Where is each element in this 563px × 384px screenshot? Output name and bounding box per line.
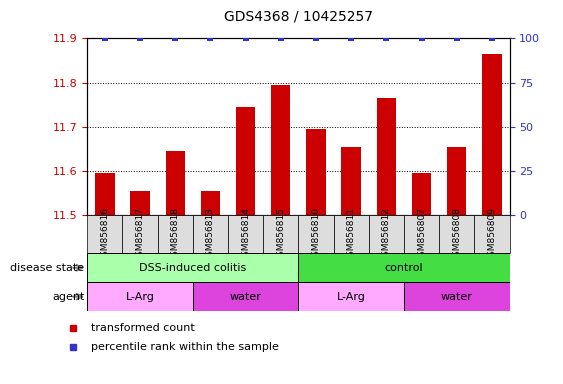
Point <box>311 35 320 41</box>
Text: GSM856817: GSM856817 <box>136 207 145 262</box>
Bar <box>263 215 298 253</box>
Bar <box>412 173 431 215</box>
Text: percentile rank within the sample: percentile rank within the sample <box>91 342 279 352</box>
Bar <box>123 215 158 253</box>
Point <box>276 35 285 41</box>
Text: GSM856812: GSM856812 <box>382 207 391 262</box>
Bar <box>342 147 361 215</box>
Bar <box>306 129 325 215</box>
Bar <box>404 282 510 311</box>
Point <box>452 35 461 41</box>
Text: agent: agent <box>52 291 84 302</box>
Bar <box>447 147 466 215</box>
Bar <box>201 191 220 215</box>
Bar <box>298 282 404 311</box>
Bar <box>271 85 291 215</box>
Bar <box>236 107 255 215</box>
Text: GSM856811: GSM856811 <box>347 207 356 262</box>
Text: disease state: disease state <box>10 263 84 273</box>
Text: GSM856807: GSM856807 <box>417 207 426 262</box>
Text: GSM856809: GSM856809 <box>488 207 497 262</box>
Bar <box>87 215 123 253</box>
Text: transformed count: transformed count <box>91 323 194 333</box>
Text: GSM856814: GSM856814 <box>241 207 250 262</box>
Bar <box>404 215 439 253</box>
Text: GSM856815: GSM856815 <box>276 207 285 262</box>
Text: water: water <box>230 291 262 302</box>
Bar <box>131 191 150 215</box>
Point <box>171 35 180 41</box>
Point <box>241 35 250 41</box>
Point <box>136 35 145 41</box>
Bar <box>87 253 298 282</box>
Bar <box>193 282 298 311</box>
Text: DSS-induced colitis: DSS-induced colitis <box>139 263 247 273</box>
Bar <box>369 215 404 253</box>
Point <box>347 35 356 41</box>
Text: GSM856818: GSM856818 <box>171 207 180 262</box>
Bar <box>87 282 193 311</box>
Text: GSM856813: GSM856813 <box>206 207 215 262</box>
Text: L-Arg: L-Arg <box>126 291 154 302</box>
Text: GSM856816: GSM856816 <box>100 207 109 262</box>
Bar <box>377 98 396 215</box>
Point <box>206 35 215 41</box>
Bar <box>482 54 502 215</box>
Bar <box>298 215 333 253</box>
Point <box>417 35 426 41</box>
Bar <box>158 215 193 253</box>
Text: control: control <box>385 263 423 273</box>
Bar <box>474 215 510 253</box>
Text: GDS4368 / 10425257: GDS4368 / 10425257 <box>224 9 373 23</box>
Text: L-Arg: L-Arg <box>337 291 365 302</box>
Bar <box>95 173 114 215</box>
Point <box>382 35 391 41</box>
Point <box>488 35 497 41</box>
Bar <box>333 215 369 253</box>
Bar <box>228 215 263 253</box>
Bar <box>193 215 228 253</box>
Text: GSM856810: GSM856810 <box>311 207 320 262</box>
Text: water: water <box>441 291 473 302</box>
Bar <box>439 215 474 253</box>
Bar <box>298 253 510 282</box>
Bar <box>166 151 185 215</box>
Point <box>100 35 109 41</box>
Text: GSM856808: GSM856808 <box>452 207 461 262</box>
